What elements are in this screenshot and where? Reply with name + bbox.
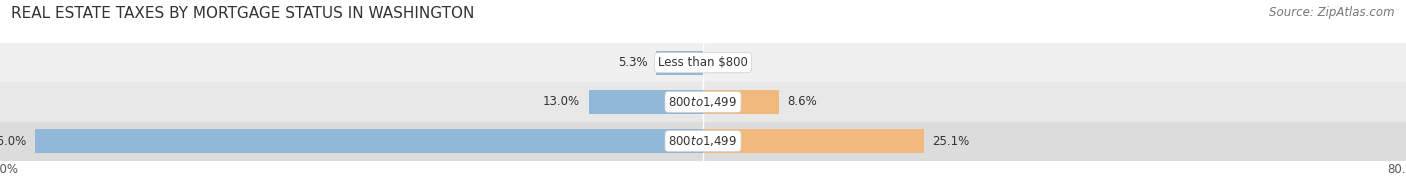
Bar [589, 90, 703, 114]
Text: 25.1%: 25.1% [932, 135, 970, 148]
Text: $800 to $1,499: $800 to $1,499 [668, 134, 738, 148]
Text: 0.0%: 0.0% [711, 56, 741, 69]
Bar [0, 43, 1406, 82]
Bar [703, 129, 924, 153]
Text: REAL ESTATE TAXES BY MORTGAGE STATUS IN WASHINGTON: REAL ESTATE TAXES BY MORTGAGE STATUS IN … [11, 6, 475, 21]
Text: 5.3%: 5.3% [619, 56, 648, 69]
Bar [35, 129, 703, 153]
Bar [657, 51, 703, 75]
Text: 13.0%: 13.0% [543, 95, 581, 108]
Bar [0, 122, 1406, 161]
Text: Less than $800: Less than $800 [658, 56, 748, 69]
Text: $800 to $1,499: $800 to $1,499 [668, 95, 738, 109]
Bar [703, 90, 779, 114]
Text: 76.0%: 76.0% [0, 135, 27, 148]
Bar [0, 82, 1406, 122]
Text: Source: ZipAtlas.com: Source: ZipAtlas.com [1270, 6, 1395, 19]
Text: 8.6%: 8.6% [787, 95, 817, 108]
